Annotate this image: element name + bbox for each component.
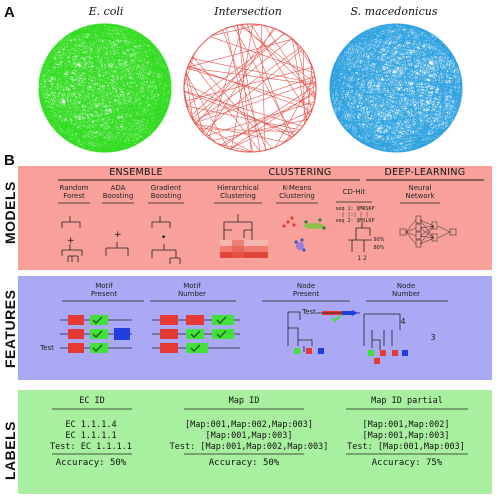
feature-node-present-label: Node Present (292, 282, 320, 298)
group-deep-learning: DEEP-LEARNING (384, 167, 466, 178)
network-intersection (183, 23, 317, 153)
model-gradient-boosting-label: Gradient Boosting (150, 184, 182, 200)
label-col-ec-rows: EC 1.1.1.4 EC 1.1.1.1 Test: EC 1.1.1.1 (50, 420, 132, 452)
group-ensemble: ENSEMBLE (109, 167, 163, 178)
model-hierarchical-clustering-label: Hierarchical Clustering (217, 184, 259, 200)
model-random-forest-label: Random Forest (59, 184, 89, 200)
network-title-intersection: Intersection (214, 5, 282, 18)
network-smacedonicus (329, 23, 463, 153)
feature-motif-number-label: Motif Number (177, 282, 207, 298)
model-neural-network-label: Neural Network (405, 184, 435, 200)
network-title-ecoli: E. coli (88, 5, 124, 18)
label-col-ec-header: EC ID (79, 396, 105, 406)
cdhit-pct-a: 90% (373, 237, 385, 243)
label-col-map-header: Map ID (228, 396, 260, 406)
cdhit-numbers: 1 2 (357, 255, 367, 262)
group-clustering: CLUSTERING (268, 167, 332, 178)
network-title-smacedonicus: S. macedonicus (350, 5, 438, 18)
panel-a-letter: A (4, 4, 15, 21)
motif-present-test-label: Test (40, 344, 54, 352)
network-ecoli (38, 23, 172, 153)
label-col-map-rows: [Map:001,Map:002,Map:003] [Map:001,Map:00… (169, 420, 329, 452)
panel-b-letter: B (4, 152, 15, 169)
label-col-map-partial-header: Map ID partial (371, 396, 443, 406)
feature-node-number-label: Node Number (391, 282, 421, 298)
label-col-map-partial-rows: [Map:001,Map:002] [Map:001,Map:003] Test: … (347, 420, 465, 452)
features-band: FEATURES (2, 276, 492, 380)
label-col-map-accuracy: Accuracy: 50% (208, 458, 280, 468)
svg-text:•: • (161, 233, 166, 243)
model-ada-boosting-label: ADA Boosting (102, 184, 134, 200)
model-cdhit-label: CD-Hit (342, 188, 366, 196)
svg-text:+: + (67, 236, 75, 246)
cdhit-alignment: seq 1: QMRSKP | |:| | | seq 2: QMSLKP (335, 206, 375, 224)
svg-text:+: + (114, 230, 122, 240)
labels-band: LABELS (2, 390, 492, 494)
node-number-4: 4 (400, 317, 406, 326)
feature-motif-present-label: Motif Present (90, 282, 118, 298)
label-col-map-partial-accuracy: Accuracy: 75% (371, 458, 443, 468)
label-col-ec-accuracy: Accuracy: 50% (55, 458, 127, 468)
cdhit-pct-b: 80% (373, 245, 385, 251)
node-present-test-label: Test (302, 308, 316, 316)
node-number-3: 3 (430, 333, 436, 342)
model-kmeans-clustering-label: K-Means Clustering (279, 184, 315, 200)
